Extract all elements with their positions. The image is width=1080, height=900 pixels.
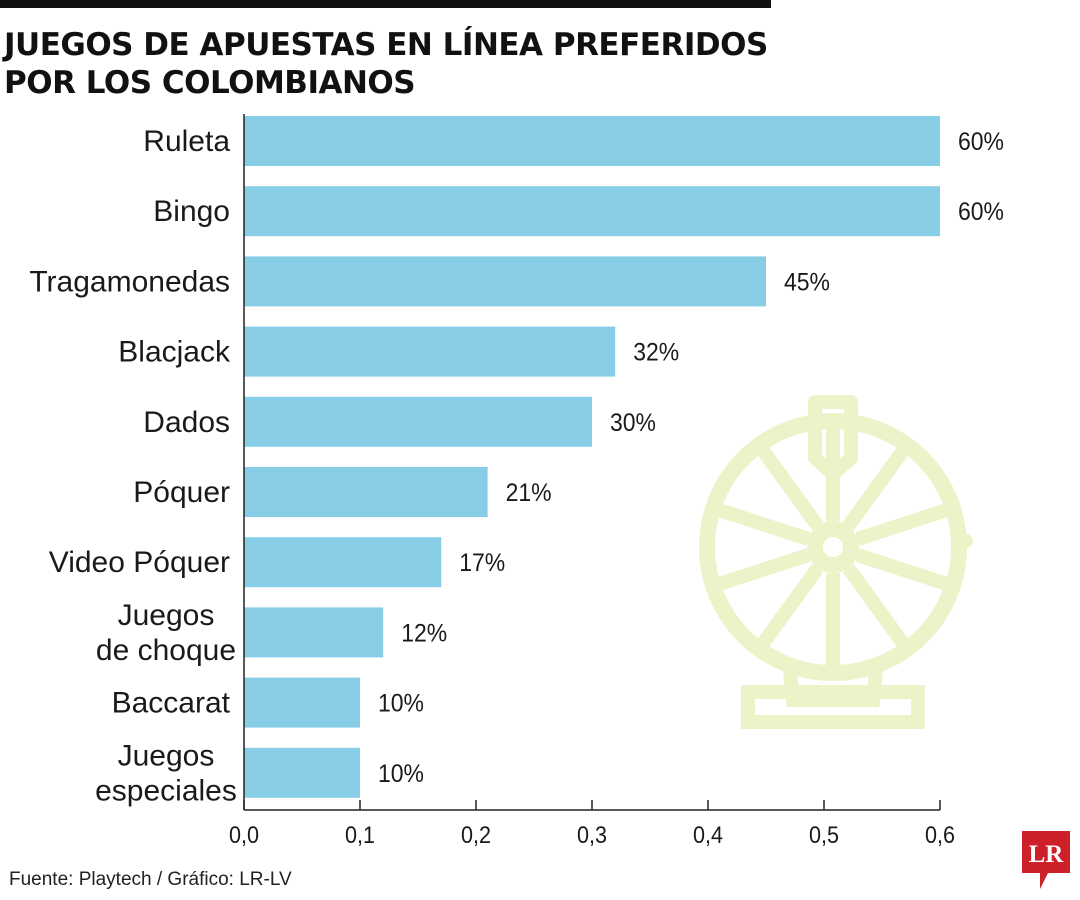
lr-logo: LR	[1022, 831, 1070, 889]
data-label: 21%	[506, 479, 552, 507]
bar	[244, 677, 360, 728]
category-label: Bingo	[153, 195, 230, 228]
category-label: Dados	[143, 406, 230, 439]
x-tick-label: 0,3	[577, 822, 607, 849]
chart-title: JUEGOS DE APUESTAS EN LÍNEA PREFERIDOS P…	[4, 26, 804, 102]
title-line-2: POR LOS COLOMBIANOS	[4, 65, 416, 101]
data-label: 32%	[633, 339, 679, 367]
category-label: Blacjack	[118, 336, 231, 369]
x-tick-label: 0,4	[693, 822, 723, 849]
bar	[244, 256, 766, 307]
category-label: Video Póquer	[49, 546, 230, 579]
bar	[244, 116, 940, 166]
wheel-spoke	[716, 503, 811, 546]
category-label: Ruleta	[143, 125, 230, 158]
bar	[244, 467, 488, 517]
data-label: 10%	[378, 690, 424, 718]
wheel-spoke	[842, 445, 910, 531]
data-label: 12%	[401, 619, 447, 647]
data-label: 60%	[958, 128, 1004, 156]
source-note: Fuente: Playtech / Gráfico: LR-LV	[9, 869, 292, 890]
bar	[244, 747, 360, 798]
bar	[244, 607, 384, 658]
wheel-spoke	[855, 548, 950, 591]
bar	[244, 537, 442, 588]
category-label: Juegos	[118, 599, 215, 632]
bar	[244, 396, 592, 447]
data-label: 60%	[958, 198, 1004, 226]
x-tick-label: 0,0	[229, 822, 259, 849]
data-label: 30%	[610, 409, 656, 437]
category-label: Baccarat	[112, 687, 231, 720]
wheel-spoke	[716, 548, 811, 591]
wheel-spoke	[756, 445, 824, 531]
data-label: 45%	[784, 268, 830, 296]
wheel-spoke	[855, 503, 950, 546]
data-label: 10%	[378, 760, 424, 788]
wheel-spoke	[842, 563, 910, 649]
top-rule	[0, 0, 771, 8]
wheel-spoke	[756, 563, 824, 649]
logo-text: LR	[1029, 841, 1065, 868]
x-tick-label: 0,6	[925, 822, 955, 849]
category-label: Juegos	[118, 739, 215, 772]
title-line-1: JUEGOS DE APUESTAS EN LÍNEA PREFERIDOS	[4, 27, 768, 63]
x-tick-label: 0,1	[345, 822, 375, 849]
x-tick-label: 0,5	[809, 822, 839, 849]
category-label: Póquer	[133, 476, 230, 509]
category-label: Tragamonedas	[29, 265, 230, 298]
x-tick-label: 0,2	[461, 822, 491, 849]
data-label: 17%	[459, 549, 505, 577]
bar	[244, 326, 616, 377]
category-label: de choque	[96, 634, 236, 667]
bar	[244, 186, 940, 237]
category-label: especiales	[95, 774, 237, 807]
roulette-wheel-icon	[699, 395, 973, 729]
